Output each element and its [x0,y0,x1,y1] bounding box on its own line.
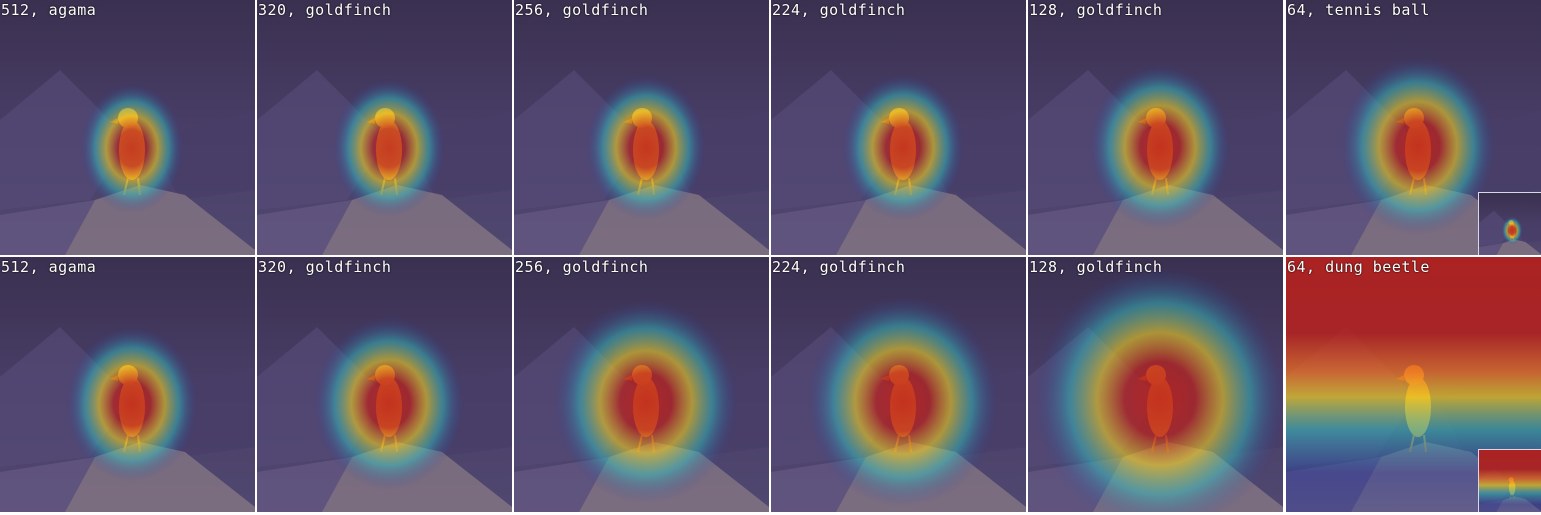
heatmap-image [771,0,1026,255]
heatmap-image [514,0,769,255]
thumbnail-heatmap-image [1479,193,1541,255]
heatmap-panel: 320, goldfinch [257,0,512,255]
heatmap-panel: 128, goldfinch [1028,257,1283,512]
panel-label: 320, goldfinch [258,258,392,276]
heatmap-image [257,257,512,512]
heatmap-panel: 512, agama [0,257,255,512]
heatmap-panel: 224, goldfinch [771,257,1026,512]
heatmap-panel: 256, goldfinch [514,257,769,512]
heatmap-image [0,0,255,255]
panel-label: 224, goldfinch [772,1,906,19]
heatmap-image [1028,257,1283,512]
heatmap-image [257,0,512,255]
thumbnail-inset [1478,192,1541,255]
panel-label: 224, goldfinch [772,258,906,276]
panel-label: 256, goldfinch [515,258,649,276]
heatmap-panel: 320, goldfinch [257,257,512,512]
panel-label: 64, tennis ball [1287,1,1430,19]
thumbnail-inset [1478,449,1541,512]
panel-label: 128, goldfinch [1029,1,1163,19]
panel-label: 512, agama [1,258,97,276]
heatmap-panel: 224, goldfinch [771,0,1026,255]
heatmap-image [514,257,769,512]
heatmap-panel: 128, goldfinch [1028,0,1283,255]
thumbnail-heatmap-image [1479,450,1541,512]
panel-label: 64, dung beetle [1287,258,1430,276]
heatmap-image [0,257,255,512]
heatmap-panel: 64, tennis ball [1286,0,1541,255]
heatmap-image [1028,0,1283,255]
heatmap-image [771,257,1026,512]
heatmap-panel: 256, goldfinch [514,0,769,255]
panel-label: 256, goldfinch [515,1,649,19]
heatmap-panel: 512, agama [0,0,255,255]
panel-label: 320, goldfinch [258,1,392,19]
panel-label: 512, agama [1,1,97,19]
panel-label: 128, goldfinch [1029,258,1163,276]
heatmap-panel: 64, dung beetle [1286,257,1541,512]
